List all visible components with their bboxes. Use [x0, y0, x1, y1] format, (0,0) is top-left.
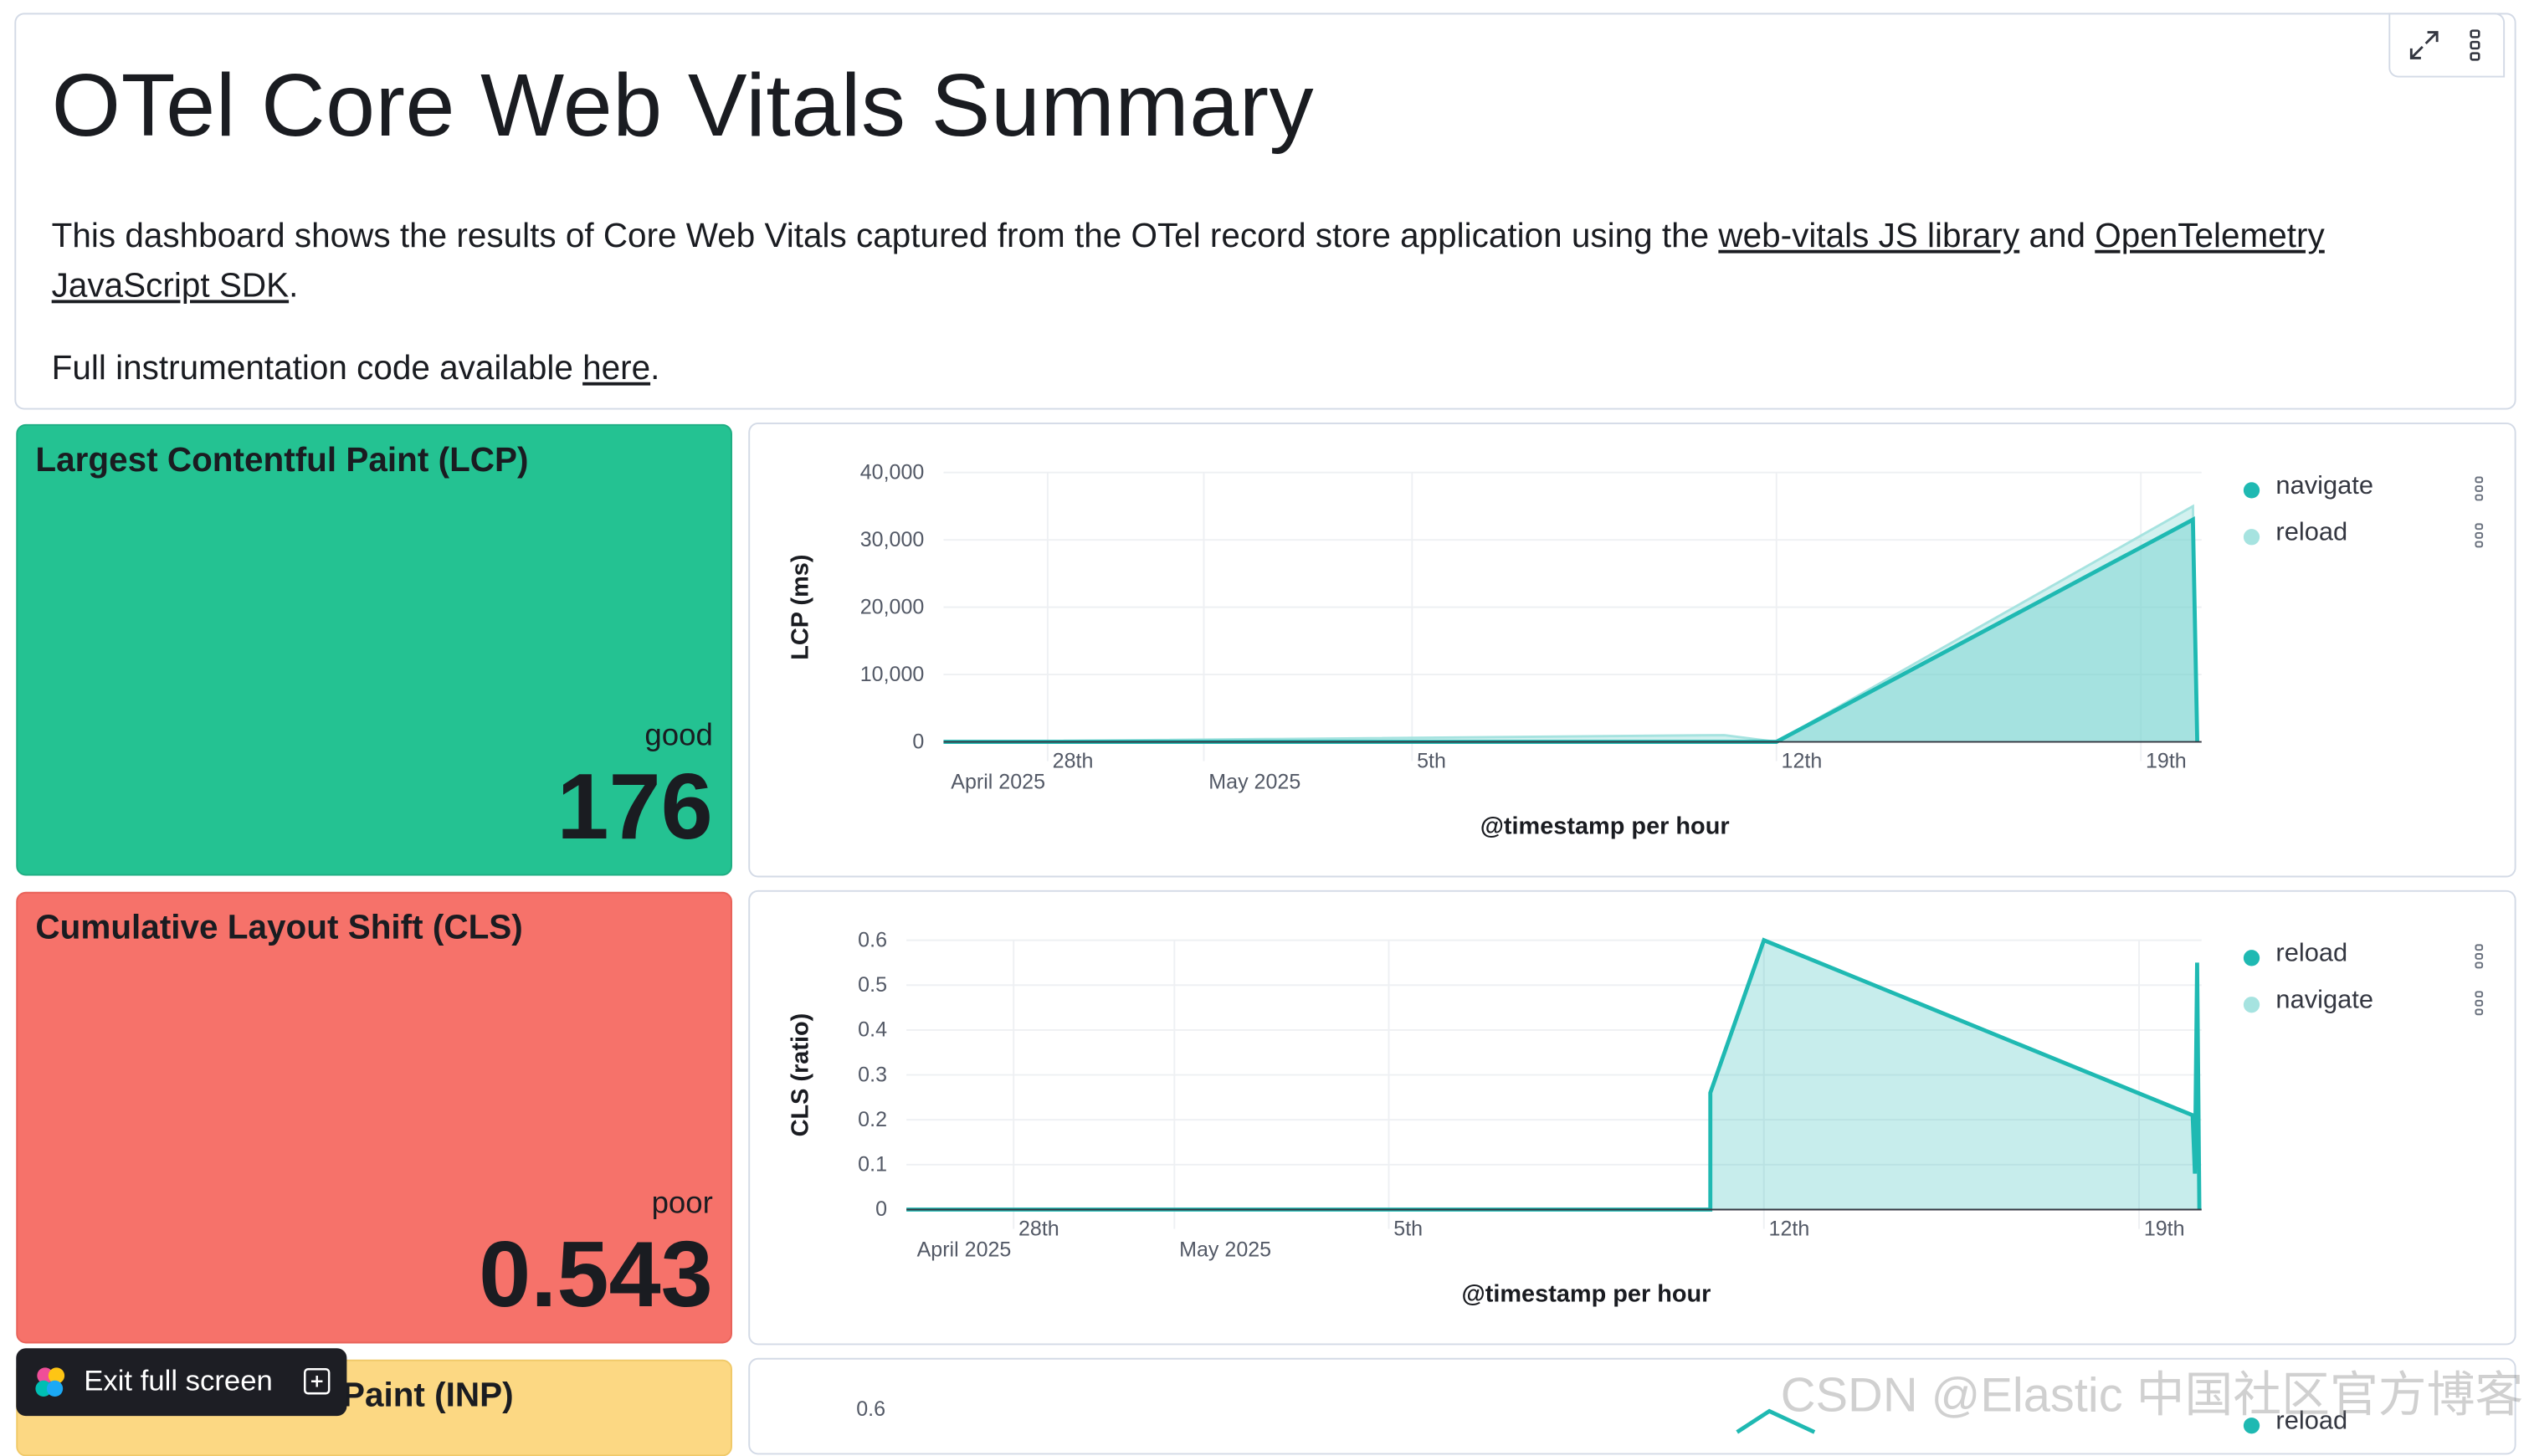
lcp-chart[interactable]: 40,000 30,000 20,000 10,000 0 28th April 2025 M… — [750, 424, 2517, 879]
legend-label: navigate — [2275, 987, 2374, 1015]
y-axis-title: CLS (ratio) — [787, 1013, 814, 1137]
legend-label: reload — [2275, 519, 2348, 547]
metric-rating: poor — [651, 1187, 713, 1221]
description-text-end: . — [289, 267, 299, 305]
x-tick-sublabel: May 2025 — [1208, 770, 1300, 793]
y-tick-label: 0.1 — [858, 1153, 887, 1177]
y-tick-label: 0.6 — [858, 928, 887, 951]
metric-value: 176 — [557, 754, 713, 860]
cls-chart[interactable]: 0.6 0.5 0.4 0.3 0.2 0.1 0 28th April 2025 May 202… — [750, 892, 2517, 1346]
y-tick-label: 0 — [875, 1197, 887, 1221]
y-axis-title: LCP (ms) — [787, 554, 814, 659]
legend-item-navigate[interactable]: navigate — [2243, 472, 2485, 520]
watermark: CSDN @Elastic 中国社区官方博客 — [1780, 1369, 2524, 1423]
x-tick-sublabel: May 2025 — [1179, 1238, 1271, 1261]
x-tick-label: 5th — [1417, 749, 1446, 772]
instrumentation-paragraph: Full instrumentation code available here… — [52, 350, 660, 388]
metric-value: 0.543 — [479, 1222, 713, 1328]
instrumentation-text: Full instrumentation code available — [51, 350, 583, 387]
x-tick-label: 28th — [1053, 749, 1094, 772]
x-tick-label: 12th — [1769, 1217, 1810, 1240]
x-tick-sublabel: April 2025 — [917, 1238, 1012, 1261]
legend-dot — [2243, 997, 2260, 1013]
x-axis-title: @timestamp per hour — [1462, 1280, 1711, 1307]
legend-dot — [2243, 950, 2260, 966]
y-tick-label: 40,000 — [860, 460, 925, 484]
inp-chart[interactable]: 0.6 — [750, 1360, 2517, 1456]
legend-dot — [2243, 1418, 2260, 1434]
lcp-chart-panel: 40,000 30,000 20,000 10,000 0 28th April 2025 M… — [748, 422, 2517, 879]
legend-item-navigate[interactable]: navigate — [2243, 987, 2485, 1034]
otel-sdk-link[interactable]: OpenTelemetry JavaScript SDK — [51, 218, 2325, 305]
metric-rating: good — [644, 719, 713, 754]
legend-item-reload[interactable]: reload — [2243, 519, 2485, 567]
instrumentation-text-end: . — [650, 350, 660, 387]
y-tick-label: 0.3 — [858, 1063, 887, 1086]
series-line-reload — [906, 937, 2202, 1212]
panel-actions — [2388, 13, 2506, 78]
y-tick-label: 0.6 — [856, 1397, 885, 1421]
y-tick-label: 10,000 — [860, 663, 925, 686]
x-axis-title: @timestamp per hour — [1480, 813, 1730, 839]
markdown-panel: OTel Core Web Vitals Summary This dashbo… — [14, 13, 2516, 410]
inp-series-line — [1736, 1408, 1816, 1434]
here-link[interactable]: here — [582, 350, 651, 387]
exit-fullscreen-button[interactable]: Exit full screen — [16, 1348, 347, 1417]
vertical-dots-icon[interactable] — [2473, 522, 2485, 548]
description-paragraph: This dashboard shows the results of Core… — [52, 211, 2471, 310]
x-tick-label: 19th — [2144, 1217, 2185, 1240]
lcp-metric-panel: Largest Contentful Paint (LCP) good 176 — [16, 423, 732, 876]
x-tick-label: 5th — [1393, 1217, 1423, 1240]
metric-title: Largest Contentful Paint (LCP) — [35, 442, 529, 479]
legend-dot — [2243, 529, 2260, 546]
x-tick-label: 19th — [2146, 749, 2187, 772]
y-tick-label: 0.2 — [858, 1108, 887, 1131]
cls-metric-panel: Cumulative Layout Shift (CLS) poor 0.543 — [16, 891, 732, 1344]
x-tick-sublabel: April 2025 — [951, 770, 1045, 793]
y-tick-label: 0.5 — [858, 973, 887, 997]
series-area-reload — [906, 940, 2200, 1210]
y-tick-label: 0 — [912, 730, 924, 753]
page-title: OTel Core Web Vitals Summary — [51, 54, 1315, 156]
series-area-navigate — [943, 520, 2198, 742]
web-vitals-link[interactable]: web-vitals JS library — [1718, 218, 2020, 255]
vertical-dots-icon[interactable] — [2473, 943, 2485, 969]
vertical-dots-icon[interactable] — [2473, 476, 2485, 502]
chart-legend: navigate reload — [2243, 472, 2485, 567]
metric-title: Cumulative Layout Shift (CLS) — [35, 909, 523, 947]
legend-item-reload[interactable]: reload — [2243, 940, 2485, 987]
y-tick-label: 30,000 — [860, 528, 925, 551]
chart-legend: reload navigate — [2243, 940, 2485, 1034]
legend-dot — [2243, 482, 2260, 499]
elastic-logo-icon — [33, 1364, 68, 1399]
exit-fullscreen-label: Exit full screen — [84, 1364, 273, 1397]
vertical-dots-icon[interactable] — [2473, 990, 2485, 1016]
legend-label: navigate — [2275, 472, 2374, 500]
legend-label: reload — [2275, 940, 2348, 968]
fullscreen-exit-icon — [303, 1367, 331, 1395]
description-text-mid: and — [2019, 218, 2096, 255]
x-tick-label: 28th — [1018, 1217, 1059, 1240]
maximize-icon[interactable] — [2407, 28, 2442, 63]
vertical-dots-icon[interactable] — [2458, 28, 2493, 63]
y-tick-label: 0.4 — [858, 1018, 887, 1042]
y-tick-label: 20,000 — [860, 595, 925, 618]
cls-chart-panel: 0.6 0.5 0.4 0.3 0.2 0.1 0 28th April 2025 May 202… — [748, 889, 2517, 1346]
description-text: This dashboard shows the results of Core… — [51, 218, 1719, 255]
x-tick-label: 12th — [1782, 749, 1823, 772]
